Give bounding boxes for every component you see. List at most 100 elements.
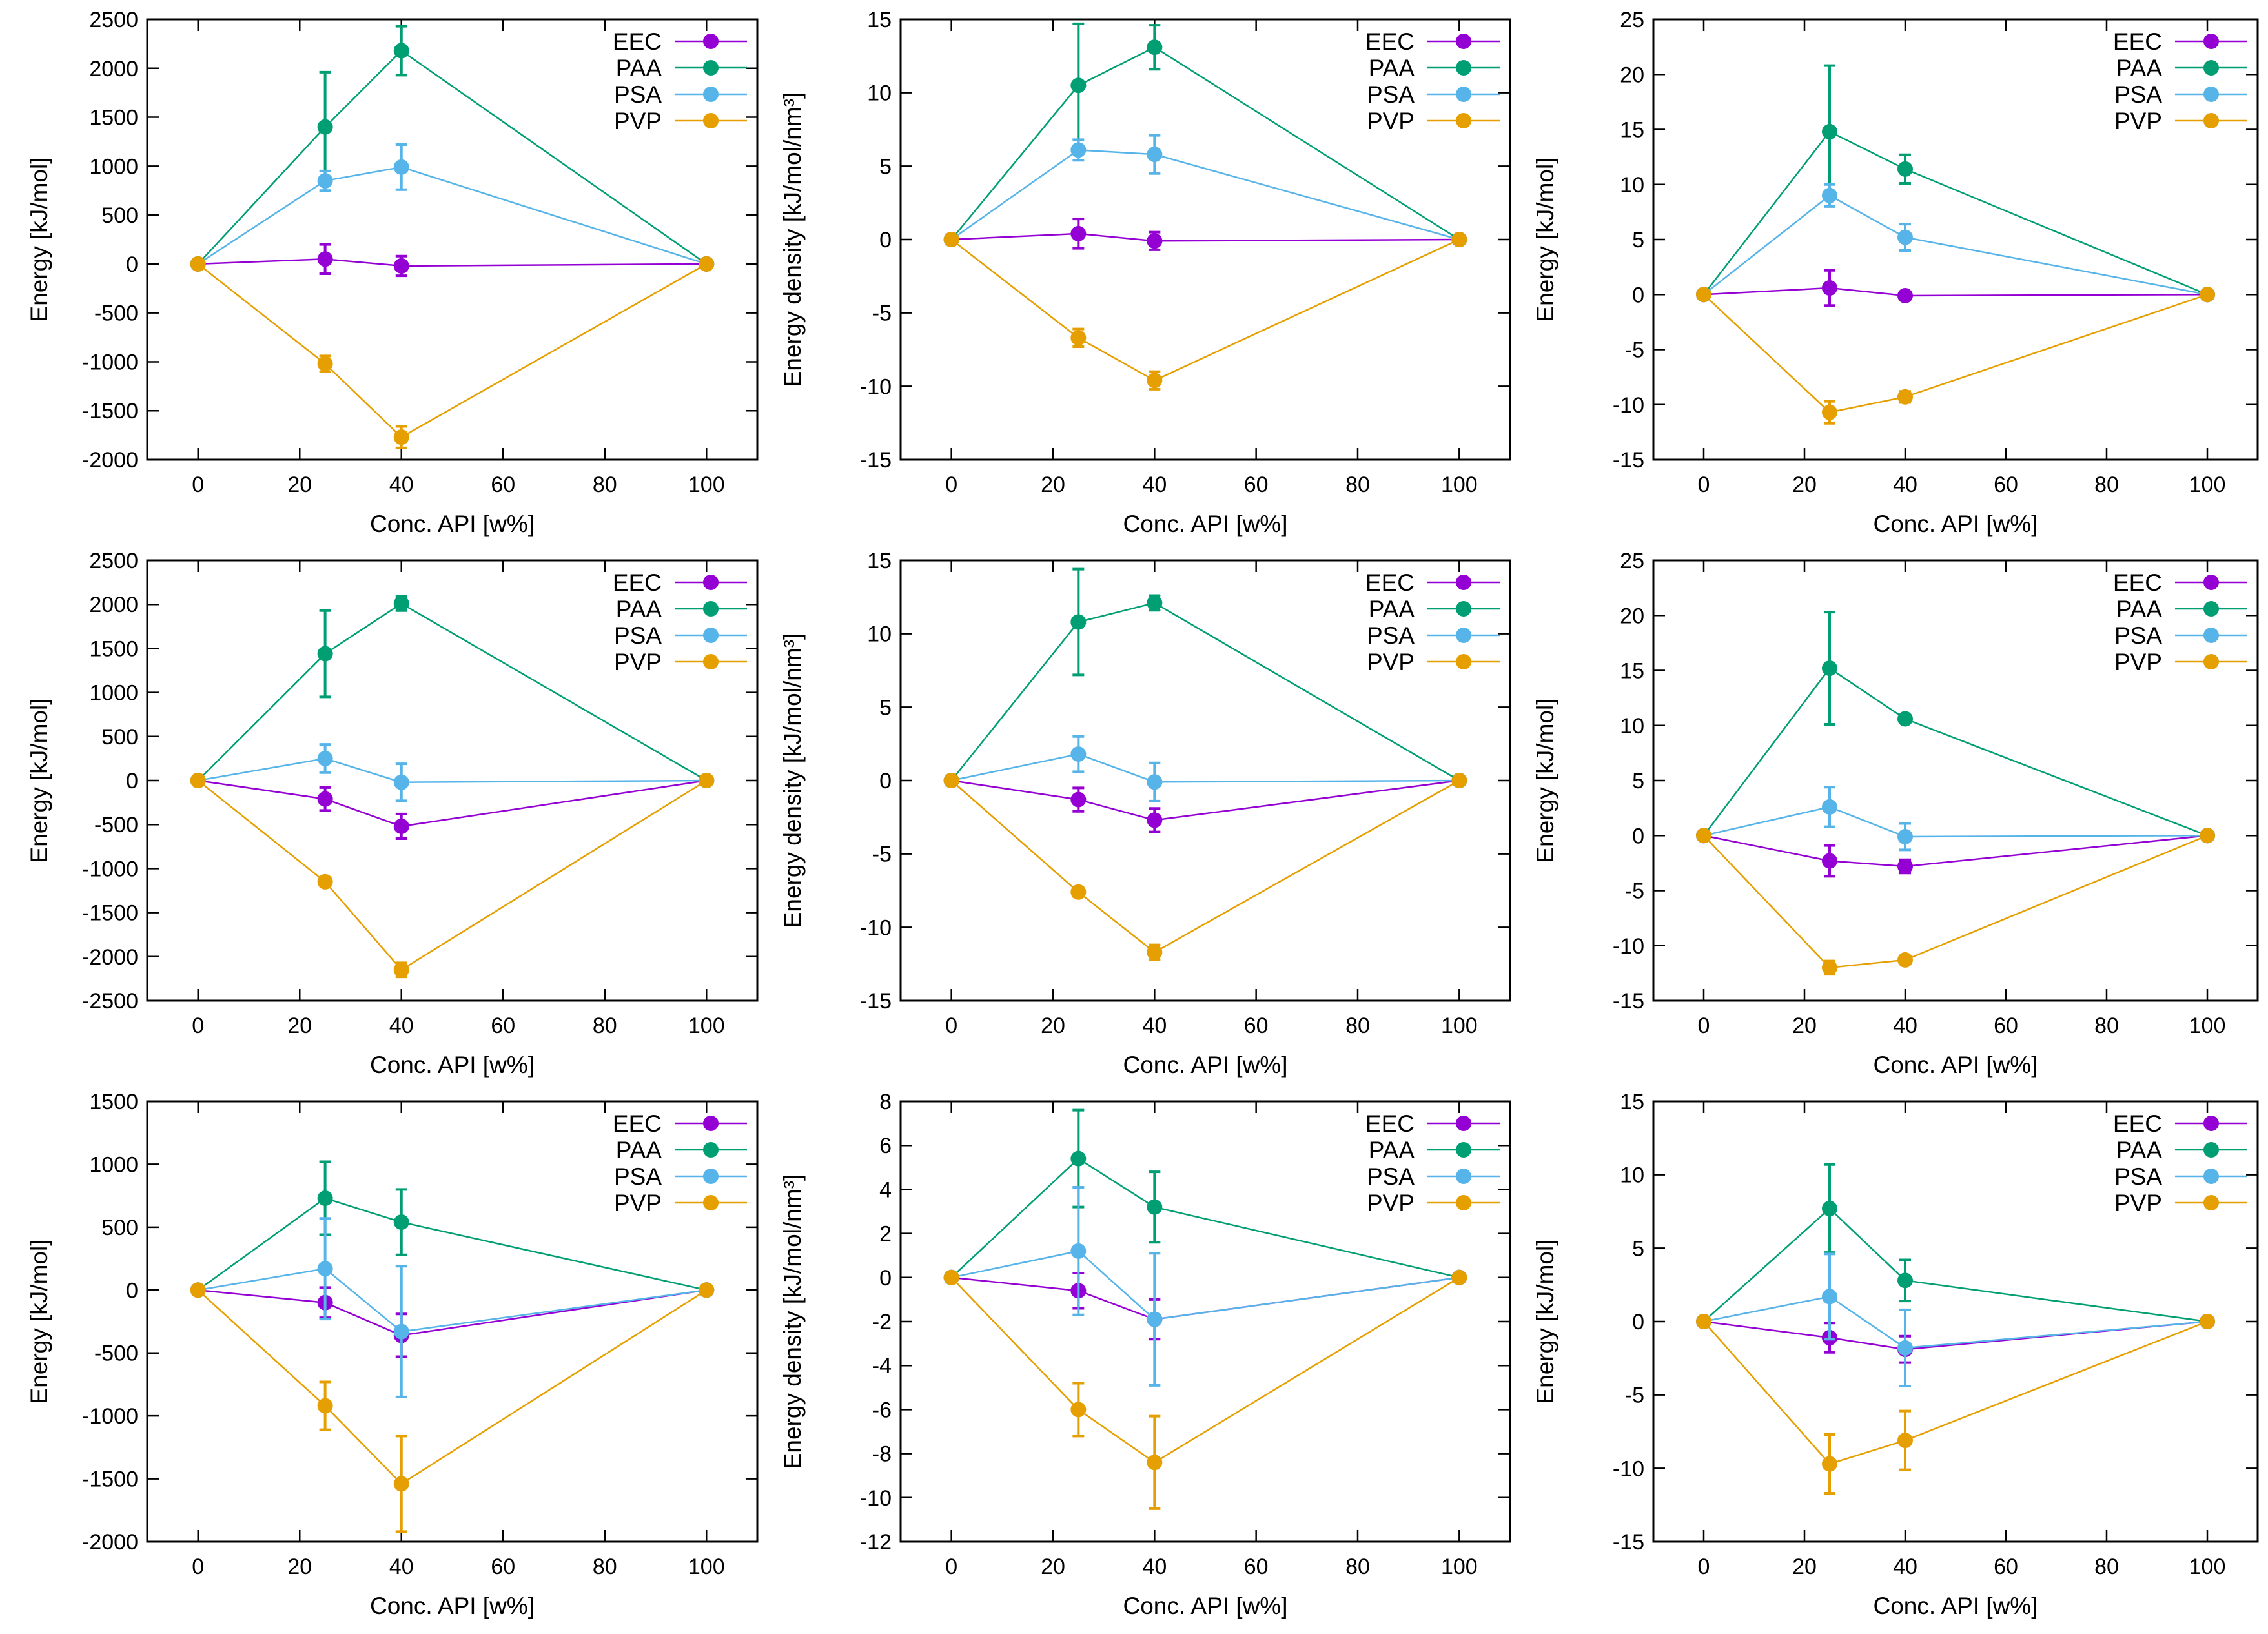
y-axis-label: Energy [kJ/mol] <box>26 1240 52 1404</box>
y-tick-label: 15 <box>1620 1090 1644 1114</box>
data-point <box>1070 1243 1087 1259</box>
data-point <box>1897 161 1913 177</box>
x-tick-label: 80 <box>593 1555 617 1579</box>
series-line <box>1703 667 2208 837</box>
x-axis-label: Conc. API [w%] <box>370 1052 535 1078</box>
x-tick-label: 0 <box>1698 473 1710 497</box>
data-point <box>190 773 206 788</box>
legend-label: PAA <box>616 1137 662 1163</box>
legend-entry-pvp: PVP <box>2114 649 2247 675</box>
legend-entry-psa: PSA <box>2114 622 2247 649</box>
data-point <box>1147 39 1163 56</box>
y-tick-label: 0 <box>126 1278 138 1303</box>
series-eec <box>190 1282 715 1358</box>
series-pvp <box>190 1282 715 1533</box>
data-point <box>317 646 333 662</box>
legend-label: PAA <box>616 596 662 622</box>
data-point <box>1070 142 1087 158</box>
legend-marker <box>703 1116 719 1131</box>
data-point <box>1822 959 1837 975</box>
data-point <box>1897 1340 1913 1356</box>
x-tick-label: 100 <box>2189 473 2226 497</box>
legend-marker <box>1456 628 1471 643</box>
x-tick-label: 20 <box>1792 473 1817 497</box>
legend-marker <box>703 628 719 643</box>
data-point <box>317 356 333 372</box>
legend-marker <box>703 654 719 669</box>
legend-marker <box>1456 34 1471 49</box>
series-line <box>198 1267 707 1333</box>
y-tick-label: -15 <box>1613 1530 1644 1555</box>
plot-frame <box>146 1100 759 1543</box>
legend-marker <box>703 575 719 590</box>
x-tick-label: 60 <box>1244 1555 1269 1579</box>
legend-label: PSA <box>1367 81 1415 108</box>
y-tick-label: 25 <box>1620 549 1644 573</box>
series-pvp <box>190 256 715 449</box>
legend-label: PVP <box>614 1190 662 1216</box>
y-tick-label: 1000 <box>89 681 138 706</box>
chart-panel-3: -15 -10 -5 0 5 10 15 20 25 0 20 40 60 80 100 Conc. API … <box>1532 8 2259 537</box>
y-tick-label: -5 <box>1625 879 1644 904</box>
legend-marker <box>2203 1195 2219 1210</box>
data-point <box>1147 812 1163 828</box>
data-point <box>1147 373 1163 389</box>
y-tick-label: 0 <box>126 252 138 277</box>
data-point <box>1897 287 1913 303</box>
x-tick-label: 60 <box>1244 1014 1269 1038</box>
data-point <box>1147 1311 1163 1327</box>
y-tick-label: -10 <box>860 374 892 399</box>
series-line <box>1703 1296 2208 1349</box>
data-point <box>1070 614 1087 630</box>
y-tick-label: -500 <box>94 301 138 326</box>
data-point <box>2200 287 2215 303</box>
series-psa <box>190 1217 715 1398</box>
data-point <box>393 429 409 445</box>
legend-label: EEC <box>613 28 662 55</box>
data-point <box>1451 232 1467 247</box>
legend-entry-psa: PSA <box>614 81 747 108</box>
legend-entry-psa: PSA <box>2114 81 2247 108</box>
legend-marker <box>2203 60 2219 76</box>
data-point <box>699 773 715 788</box>
data-point <box>1822 799 1837 815</box>
data-point <box>943 773 959 788</box>
legend-marker <box>1456 1116 1471 1131</box>
data-point <box>317 251 333 267</box>
legend-label: PVP <box>2114 108 2162 134</box>
y-tick-label: 5 <box>1632 228 1644 252</box>
y-tick-label: 2000 <box>89 593 138 617</box>
x-tick-label: 80 <box>1345 1014 1370 1038</box>
series-line <box>197 779 707 971</box>
data-point <box>393 818 409 834</box>
y-tick-label: -4 <box>872 1354 892 1378</box>
series-eec <box>1696 269 2215 307</box>
x-tick-label: 20 <box>287 1014 312 1038</box>
series-line <box>1703 835 2208 969</box>
series-line <box>197 1289 707 1485</box>
chart-panel-9: -15 -10 -5 0 5 10 15 0 20 40 60 80 100 Conc. API [w%]… <box>1532 1090 2259 1619</box>
series-line <box>950 238 1460 382</box>
legend-entry-eec: EEC <box>1365 28 1500 55</box>
legend-marker <box>1456 113 1471 128</box>
chart-panel-4: -2500-2000-1500-1000-5000500100015002000… <box>26 549 759 1078</box>
x-tick-label: 0 <box>945 473 957 497</box>
series-line <box>1703 294 2208 414</box>
data-point <box>2200 1314 2215 1329</box>
series-pvp <box>1696 828 2215 976</box>
data-point <box>1451 1269 1467 1285</box>
series-eec <box>190 243 715 278</box>
legend-label: PAA <box>1369 55 1415 81</box>
y-tick-label: -1500 <box>82 901 138 926</box>
legend-entry-eec: EEC <box>1365 569 1500 596</box>
legend-marker <box>2203 654 2219 669</box>
legend-marker <box>2203 575 2219 590</box>
legend-marker <box>2203 113 2219 128</box>
legend-entry-psa: PSA <box>1367 622 1500 649</box>
data-point <box>699 1282 715 1298</box>
y-tick-label: 1500 <box>89 1090 138 1114</box>
series-psa <box>1696 1252 2215 1388</box>
x-axis-label: Conc. API [w%] <box>1874 1052 2038 1078</box>
